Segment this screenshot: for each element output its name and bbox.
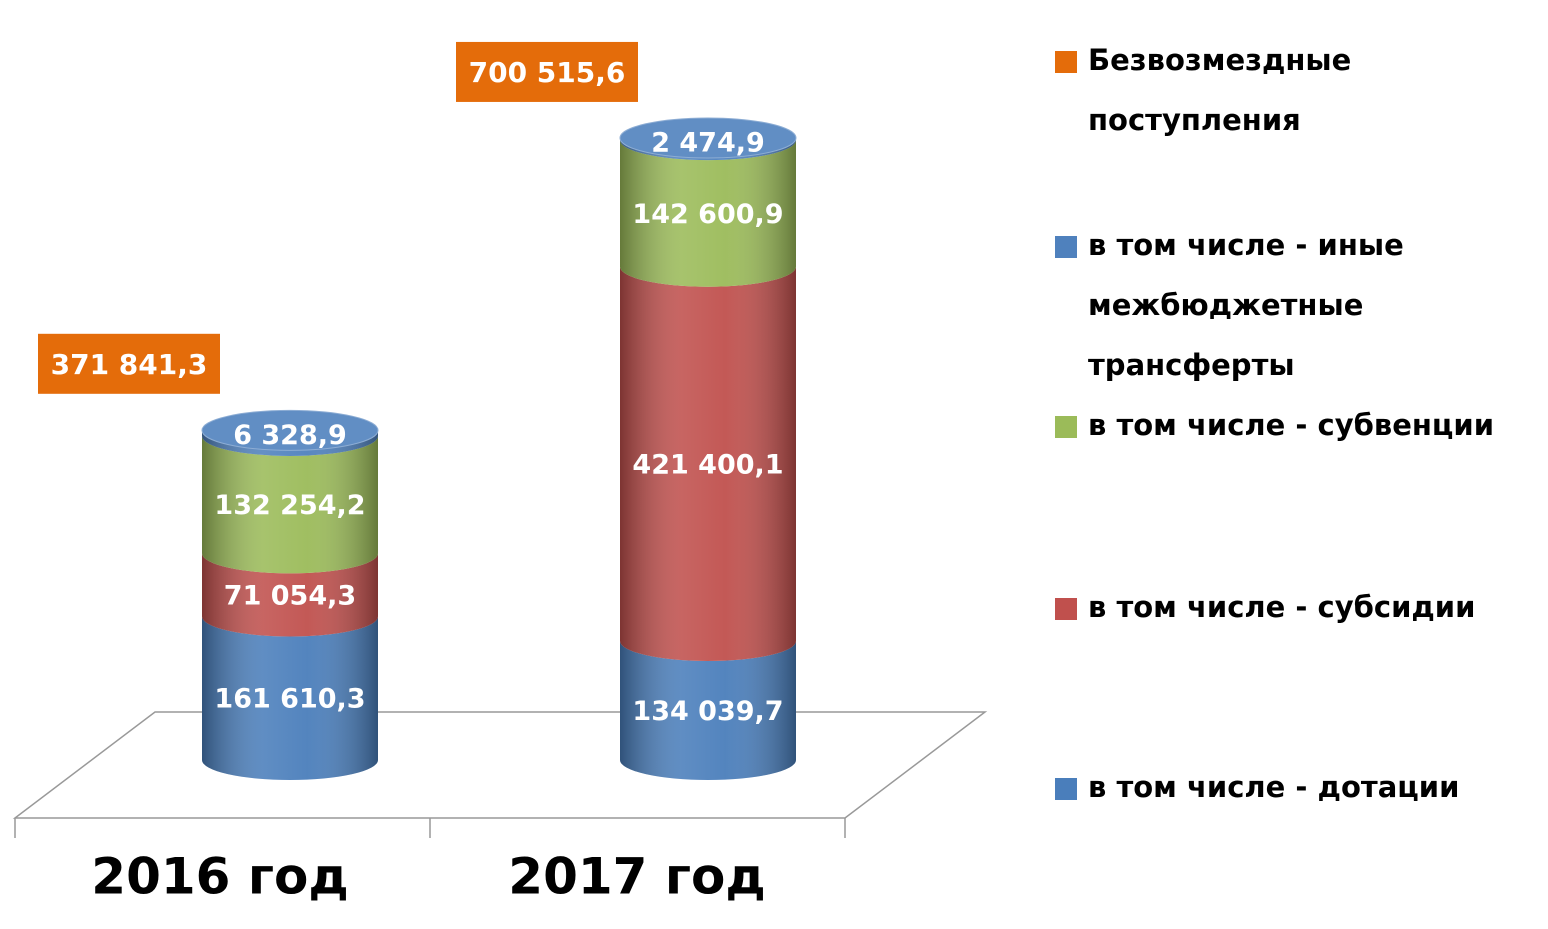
bar-shade: [202, 430, 378, 456]
total-label: 700 515,6: [469, 56, 626, 89]
legend-label: в том числе - дотации: [1088, 770, 1460, 804]
legend-label: в том числе - субсидии: [1088, 590, 1476, 624]
legend-swatch: [1055, 778, 1077, 800]
legend-swatch: [1055, 51, 1077, 73]
bar-shade: [202, 553, 378, 637]
value-label: 161 610,3: [214, 684, 365, 715]
bar-cap: [201, 409, 379, 451]
bar-shade: [202, 435, 378, 574]
legend-item: в том числе - дотации: [1055, 757, 1535, 817]
bar-shade: [620, 140, 796, 287]
value-label: 134 039,7: [632, 696, 783, 727]
total-box: [456, 41, 638, 102]
total-label: 371 841,3: [51, 348, 208, 381]
floor: [12, 711, 988, 838]
bar-shade: [620, 640, 796, 780]
value-label: 142 600,9: [632, 199, 783, 230]
bar-shade: [202, 616, 378, 780]
legend-label: в том числе - субвенции: [1088, 408, 1495, 442]
legend-swatch: [1055, 236, 1077, 258]
x-tick-label: 2017 год: [508, 848, 765, 906]
bar-cap: [619, 117, 797, 159]
legend-swatch: [1055, 416, 1077, 438]
total-box: [38, 333, 220, 394]
value-label: 132 254,2: [214, 490, 365, 521]
x-tick-label: 2016 год: [91, 848, 348, 906]
legend-label: в том числе - иные межбюджетные трансфер…: [1088, 228, 1404, 382]
legend-item: в том числе - иные межбюджетные трансфер…: [1055, 215, 1535, 395]
legend-swatch: [1055, 598, 1077, 620]
legend-item: в том числе - субвенции: [1055, 395, 1535, 455]
value-label: 421 400,1: [632, 449, 783, 480]
value-label: 71 054,3: [224, 580, 356, 611]
legend-item: Безвозмездные поступления: [1055, 30, 1535, 150]
value-label: 6 328,9: [233, 420, 347, 451]
bar-shade: [620, 266, 796, 661]
legend-label: Безвозмездные поступления: [1088, 43, 1352, 137]
value-label: 2 474,9: [651, 127, 765, 158]
legend-item: в том числе - субсидии: [1055, 577, 1535, 637]
